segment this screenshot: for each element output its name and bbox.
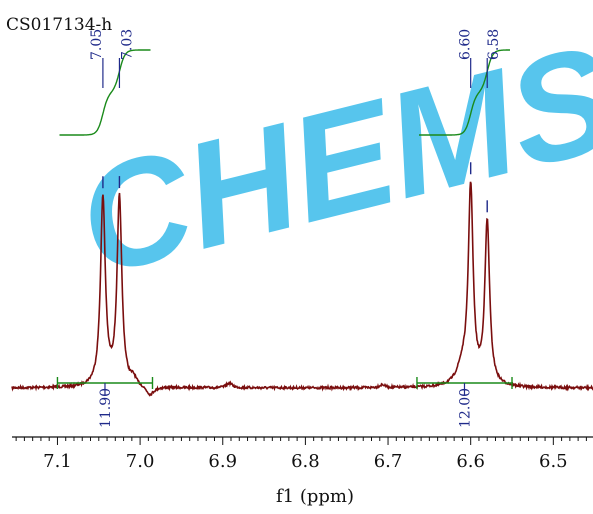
watermark: CHEMSO	[63, 0, 593, 307]
x-tick-label-6.8: 6.8	[291, 451, 320, 472]
spectrum-layer	[11, 181, 593, 397]
x-axis-title: f1 (ppm)	[276, 486, 354, 507]
sample-id: CS017134-h	[6, 15, 112, 35]
x-tick-label-6.7: 6.7	[374, 451, 403, 472]
x-axis: 7.1 7.0 6.9 6.8 6.7 6.6 6.5	[12, 436, 593, 472]
x-tick-label-6.6: 6.6	[456, 451, 485, 472]
integral-bars: 11.90 12.00	[56, 377, 513, 428]
peak-label-7.05: 7.05	[89, 29, 105, 60]
integral-curve-0	[59, 49, 151, 136]
x-tick-label-6.9: 6.9	[208, 451, 237, 472]
integral-value-1: 12.00	[457, 388, 473, 428]
watermark-text: CHEMSO	[63, 0, 593, 307]
peak-label-7.03: 7.03	[119, 29, 135, 60]
integral-value-0: 11.90	[98, 388, 114, 428]
peak-markers: 7.05 7.03 6.60 6.58	[89, 29, 502, 213]
peak-label-6.58: 6.58	[486, 29, 502, 60]
integral-curves	[59, 49, 510, 136]
integral-curve-1	[419, 49, 510, 136]
spectrum-trace	[11, 181, 593, 397]
x-tick-label-6.5: 6.5	[539, 451, 568, 472]
x-tick-label-7.0: 7.0	[126, 451, 155, 472]
peak-label-6.60: 6.60	[458, 29, 474, 60]
x-tick-label-7.1: 7.1	[43, 451, 72, 472]
